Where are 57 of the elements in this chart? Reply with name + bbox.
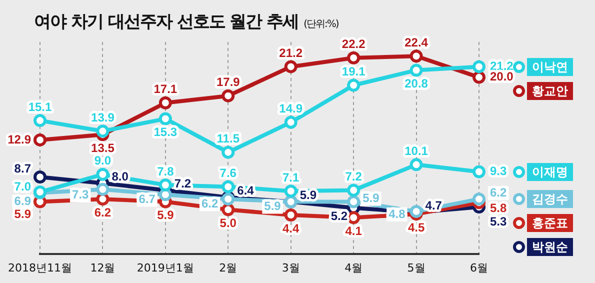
data-label: 13.9 (91, 110, 115, 124)
data-label: 9.3 (490, 164, 508, 178)
data-label: 7.6 (220, 166, 237, 180)
data-label: 7.8 (157, 164, 174, 178)
data-label: 5.9 (362, 191, 380, 206)
data-label: 12.9 (8, 132, 32, 146)
legend-label: 이낙연 (532, 60, 568, 74)
x-tick-label: 2019년1월 (136, 261, 194, 274)
x-tick-label: 4월 (344, 261, 363, 274)
data-label: 13.5 (91, 140, 115, 155)
legend-label: 김경수 (532, 192, 568, 206)
data-label: 5.8 (490, 200, 508, 215)
data-label: 7.1 (282, 170, 300, 184)
data-label: 17.9 (216, 75, 240, 90)
data-label: 8.7 (14, 161, 32, 176)
data-label: 7.0 (14, 179, 32, 194)
data-label: 15.1 (28, 100, 52, 114)
data-label: 5.0 (220, 216, 237, 230)
data-label: 9.0 (94, 154, 112, 168)
legend-label: 홍준표 (532, 216, 568, 230)
data-label: 7.2 (345, 170, 362, 184)
data-label: 22.4 (404, 35, 428, 50)
data-label: 4.1 (345, 224, 362, 238)
data-label: 4.8 (388, 206, 406, 221)
data-label: 4.5 (408, 220, 425, 234)
data-label: 11.5 (216, 132, 240, 146)
x-tick-label: 5월 (407, 261, 426, 274)
data-label: 5.3 (490, 214, 508, 228)
data-label: 4.7 (425, 198, 442, 213)
x-tick-label: 2월 (219, 261, 238, 274)
data-label: 14.9 (279, 102, 303, 116)
data-label: 4.4 (282, 221, 300, 236)
legend-label: 이재명 (532, 164, 568, 179)
data-label: 6.7 (138, 192, 156, 206)
data-label: 10.1 (404, 144, 428, 158)
data-label: 20.8 (404, 76, 428, 91)
data-label: 6.2 (490, 185, 508, 200)
data-label: 21.2 (279, 46, 303, 60)
chart-subtitle: (단위:%) (304, 19, 338, 30)
data-label: 5.9 (264, 199, 282, 214)
data-label: 6.9 (14, 194, 32, 208)
data-label: 15.3 (154, 125, 178, 140)
data-label: 19.1 (342, 64, 366, 79)
data-label: 17.1 (154, 82, 178, 96)
data-label: 22.2 (342, 37, 366, 52)
data-label: 6.2 (201, 196, 218, 210)
data-label: 6.2 (94, 205, 112, 220)
x-tick-label: 3월 (282, 261, 300, 274)
legend-label: 박원순 (532, 240, 568, 254)
x-tick-label: 6월 (470, 261, 488, 274)
data-label: 5.9 (157, 208, 174, 222)
legend-label: 황교안 (532, 84, 568, 98)
x-tick-label: 12월 (90, 261, 116, 274)
chart-title: 여야 차기 대선주자 선호도 월간 추세 (34, 12, 299, 32)
data-label: 7.3 (72, 188, 90, 202)
data-label: 5.9 (14, 207, 32, 222)
x-tick-label: 2018년11월 (8, 261, 72, 274)
